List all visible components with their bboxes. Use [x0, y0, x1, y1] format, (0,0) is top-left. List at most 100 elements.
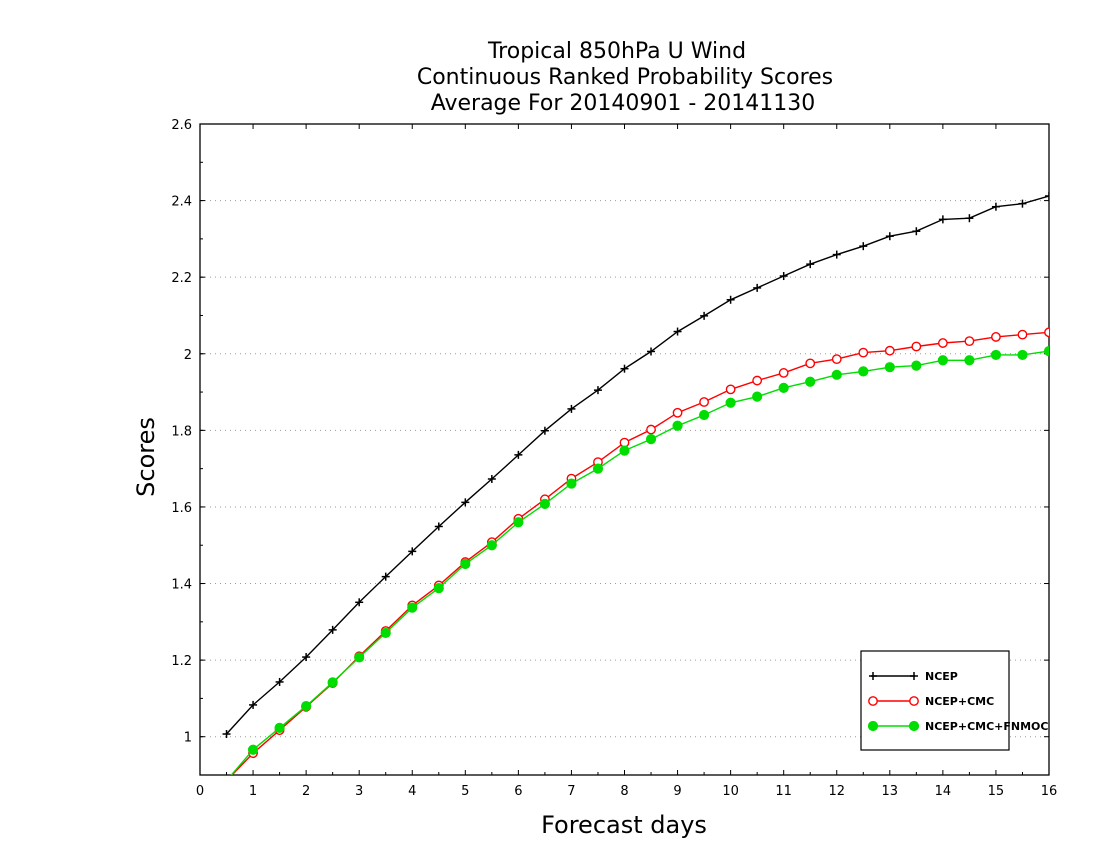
- series-2-point-23: [831, 369, 842, 380]
- x-tick-label-15: 15: [988, 784, 1005, 799]
- series-2-point-3: [301, 700, 312, 712]
- series-0-point-29: [991, 202, 1000, 211]
- series-0-point-16: [647, 347, 656, 356]
- series-0-point-4: [328, 625, 337, 634]
- series-line-0: [225, 195, 1049, 735]
- legend-entry-1: NCEP+CMC: [868, 695, 994, 708]
- series-0-point-15: [620, 364, 629, 373]
- y-tick-label-7: 2.4: [171, 195, 192, 210]
- x-tick-label-11: 11: [775, 784, 792, 799]
- series-1-point-28: [964, 336, 975, 347]
- series-2-point-8: [433, 583, 444, 594]
- legend-marker-left-0: [869, 672, 877, 680]
- series-0-point-0: [222, 730, 231, 739]
- series-0-point-5: [355, 598, 364, 607]
- series-2-point-19: [725, 397, 736, 408]
- y-tick-label-1: 1.2: [171, 654, 192, 669]
- series-2-point-21: [778, 382, 789, 393]
- series-0-point-22: [806, 260, 815, 269]
- grid-lines: [200, 123, 1049, 738]
- series-0: [222, 191, 1049, 739]
- series-2-point-10: [486, 540, 497, 551]
- series-1-point-30: [1017, 329, 1028, 340]
- series-0-point-28: [965, 214, 974, 223]
- series-0-point-12: [540, 426, 549, 435]
- x-tick-label-10: 10: [722, 784, 739, 799]
- series-1-point-23: [831, 354, 842, 365]
- series-2-point-26: [911, 360, 922, 371]
- series-0-point-17: [673, 327, 682, 336]
- series-1-point-16: [646, 424, 656, 435]
- series-2-point-29: [990, 349, 1002, 361]
- series-0-point-3: [302, 653, 311, 662]
- series-1-point-31: [1044, 327, 1049, 338]
- series-2-point-27: [937, 355, 948, 366]
- series-2-point-28: [964, 355, 975, 366]
- x-tick-label-1: 1: [249, 784, 257, 799]
- x-tick-label-5: 5: [461, 784, 469, 799]
- series-0-point-18: [700, 311, 709, 320]
- series-2-point-22: [805, 376, 816, 387]
- legend: NCEP NCEP+CMC NCEP+CMC+FNMOC: [860, 650, 1048, 751]
- series-0-point-25: [885, 232, 894, 241]
- x-tick-label-8: 8: [620, 784, 628, 799]
- y-tick-label-5: 2: [184, 348, 192, 363]
- series-1-point-18: [699, 397, 709, 407]
- series-0-point-2: [275, 677, 284, 686]
- series-1-point-25: [884, 345, 895, 356]
- series-1-point-20: [752, 375, 763, 386]
- x-tick-label-7: 7: [567, 784, 575, 799]
- legend-label-0: NCEP: [925, 670, 958, 683]
- x-axis-ticks: 0 1 2 3 4 5 6 7 8 9 10 11 12 13 14 15 16: [196, 124, 1057, 799]
- series-1-point-15: [619, 437, 630, 448]
- series-2-point-20: [752, 391, 763, 402]
- series-2-point-15: [619, 445, 630, 456]
- y-tick-label-8: 2.6: [171, 118, 192, 133]
- series-1-point-29: [991, 332, 1001, 342]
- series-0-point-26: [912, 227, 921, 236]
- series-0-point-23: [832, 250, 841, 259]
- y-tick-label-4: 1.8: [171, 424, 192, 439]
- series-2-point-11: [513, 517, 524, 528]
- series-2-point-14: [592, 463, 604, 474]
- series-1-point-21: [778, 368, 789, 378]
- y-tick-label-6: 2.2: [171, 271, 192, 286]
- series-0-point-31: [1045, 191, 1049, 200]
- series-1-point-19: [725, 384, 736, 395]
- legend-marker-right-2: [908, 720, 920, 732]
- series-1-point-17: [672, 407, 683, 418]
- series-2-point-1: [247, 744, 259, 755]
- series-2-point-18: [698, 409, 710, 421]
- series-0-point-9: [461, 498, 470, 507]
- series-0-point-1: [249, 700, 258, 709]
- series-0-point-8: [434, 522, 443, 531]
- series-2-point-5: [354, 652, 365, 663]
- x-tick-label-14: 14: [935, 784, 952, 799]
- series-0-point-14: [593, 386, 602, 395]
- series-1-point-22: [805, 358, 816, 369]
- series-2-point-12: [539, 498, 551, 509]
- series-2-point-16: [645, 434, 657, 445]
- series-1-point-0: [222, 777, 230, 785]
- series-2-point-24: [858, 366, 869, 377]
- title-line-3: Average For 20140901 - 20141130: [431, 91, 816, 116]
- legend-entry-0: NCEP: [869, 670, 958, 683]
- x-tick-label-16: 16: [1041, 784, 1058, 799]
- series-0-point-24: [859, 242, 868, 251]
- y-tick-label-0: 1: [184, 731, 192, 746]
- legend-label-1: NCEP+CMC: [925, 695, 994, 708]
- series-2-point-7: [407, 602, 418, 613]
- series-1-point-27: [937, 338, 948, 348]
- series-2-point-0: [222, 776, 231, 785]
- y-tick-label-3: 1.6: [171, 501, 192, 516]
- series-0-point-27: [938, 215, 947, 224]
- legend-marker-right-1: [909, 696, 919, 706]
- series-2-point-30: [1017, 349, 1028, 361]
- legend-marker-left-2: [867, 720, 879, 732]
- series-0-point-13: [567, 404, 576, 413]
- x-tick-label-6: 6: [514, 784, 522, 799]
- series: [222, 191, 1049, 785]
- series-0-point-19: [726, 295, 735, 304]
- series-2-point-31: [1043, 345, 1049, 357]
- x-tick-label-0: 0: [196, 784, 204, 799]
